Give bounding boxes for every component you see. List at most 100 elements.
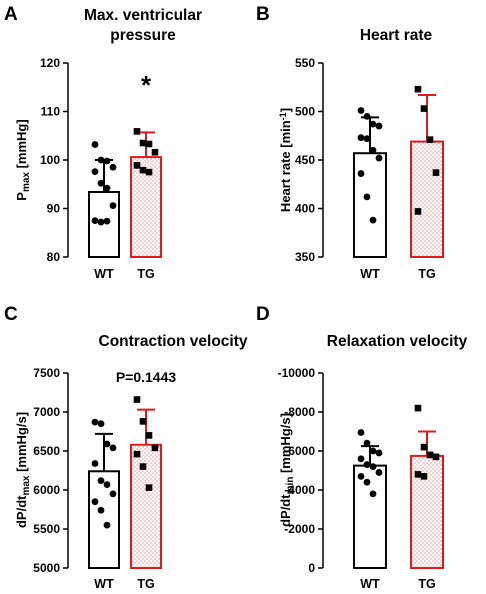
data-point-wt	[91, 498, 99, 506]
data-point-tg	[420, 443, 428, 451]
data-point-wt	[357, 107, 365, 114]
data-point-wt	[363, 193, 371, 201]
y-tick-label: -8000	[284, 405, 315, 419]
data-point-tg	[420, 105, 428, 112]
data-point-wt	[369, 216, 377, 224]
data-point-wt	[103, 217, 111, 225]
panel-letter: B	[256, 4, 270, 25]
y-tick-label: 6500	[33, 444, 60, 458]
bar-tg	[130, 443, 162, 570]
data-point-wt	[103, 157, 111, 165]
y-axis-label-unit: [mmHg/s]	[14, 412, 29, 476]
chart-title: Max. ventricular	[84, 7, 202, 24]
x-category-label: TG	[137, 577, 154, 591]
chart-title: Heart rate	[360, 27, 433, 44]
data-point-wt	[369, 120, 377, 128]
data-point-wt	[97, 506, 105, 514]
panel-letter: A	[4, 4, 18, 25]
y-tick-label: 5000	[33, 561, 60, 575]
data-point-tg	[139, 418, 147, 425]
data-point-wt	[369, 146, 377, 154]
data-point-wt	[375, 154, 383, 162]
chart-panel-c: C Contraction velocity 5000 5500 6000 6500 700…	[4, 304, 248, 591]
y-tick-label: 120	[40, 56, 60, 70]
data-point-tg	[432, 453, 440, 461]
data-point-tg	[133, 396, 141, 403]
data-point-tg	[139, 463, 147, 470]
data-point-wt	[363, 478, 371, 486]
data-point-tg	[426, 136, 434, 143]
data-point-tg	[414, 404, 422, 412]
y-tick-label: 90	[47, 202, 61, 216]
y-axis-label-superscript: -1	[278, 112, 288, 120]
bar-tg	[410, 140, 444, 259]
data-point-wt	[357, 134, 365, 142]
data-point-wt	[363, 135, 371, 143]
data-point-wt	[91, 168, 99, 176]
data-point-wt	[375, 469, 383, 476]
data-point-wt	[375, 122, 383, 130]
data-point-tg	[414, 471, 422, 478]
y-tick-label: 450	[295, 153, 315, 167]
y-axis-label: dP/dtmax [mmHg/s]	[14, 412, 32, 528]
y-tick-label: 350	[295, 250, 315, 264]
data-point-wt	[357, 170, 365, 177]
y-tick-label: 80	[47, 250, 61, 264]
y-axis-label-unit: [mmHg]	[14, 119, 29, 172]
bar-wt	[88, 191, 120, 258]
data-point-tg	[133, 128, 141, 135]
data-point-tg	[133, 450, 141, 458]
data-point-tg	[414, 85, 422, 93]
data-point-tg	[432, 169, 440, 176]
bar-wt	[353, 152, 387, 259]
y-tick-label: 7000	[33, 405, 60, 419]
data-point-wt	[91, 141, 99, 148]
y-axis-label: Pmax [mmHg]	[14, 119, 32, 200]
y-axis-label-main: dP/dt	[14, 495, 29, 528]
panel-letter: D	[256, 304, 270, 325]
data-point-tg	[414, 208, 422, 215]
significance-asterisk: *	[141, 70, 152, 100]
y-tick-label: 400	[295, 202, 315, 216]
data-point-wt	[363, 439, 371, 447]
chart-panel-b: B Heart rate 350 400 450 500 550 Heart rate [mi…	[256, 4, 444, 281]
y-axis-label-main: Heart rate [min	[278, 120, 293, 212]
data-point-wt	[97, 179, 105, 187]
y-tick-label: 5500	[33, 522, 60, 536]
data-point-tg	[145, 484, 153, 491]
y-tick-label: 550	[295, 56, 315, 70]
y-tick-label: 7500	[33, 366, 60, 380]
data-point-wt	[97, 218, 105, 226]
chart-panel-d: D Relaxation velocity 0 -2000 -4000 -6000 -800…	[256, 304, 468, 591]
x-category-label: TG	[418, 267, 435, 281]
data-point-tg	[139, 166, 147, 174]
data-point-tg	[139, 139, 147, 147]
y-tick-label: 0	[308, 561, 315, 575]
data-point-wt	[91, 418, 99, 426]
data-point-tg	[151, 148, 159, 156]
y-tick-label: 6000	[33, 483, 60, 497]
x-category-label: TG	[418, 577, 435, 591]
data-point-wt	[109, 163, 117, 171]
chart-title: Relaxation velocity	[327, 333, 468, 350]
x-category-label: WT	[360, 267, 380, 281]
data-point-wt	[375, 449, 383, 457]
data-point-wt	[369, 447, 377, 455]
data-point-wt	[103, 184, 111, 192]
data-point-wt	[357, 455, 365, 463]
x-category-label: WT	[94, 577, 114, 591]
data-point-wt	[91, 217, 99, 225]
y-axis-label: dP/dtmin [mmHg/s]	[278, 413, 296, 527]
y-axis-label-subscript: max	[21, 172, 32, 192]
y-axis-label-subscript: min	[285, 477, 296, 495]
y-axis-label-unit: ]	[278, 108, 293, 112]
data-point-tg	[420, 473, 428, 480]
y-tick-label: 500	[295, 105, 315, 119]
data-point-wt	[369, 490, 377, 498]
y-axis-label-subscript: max	[21, 475, 32, 495]
data-point-wt	[103, 440, 111, 448]
y-axis-label-main: P	[14, 192, 29, 201]
data-point-wt	[363, 112, 371, 120]
chart-title: pressure	[110, 27, 176, 44]
